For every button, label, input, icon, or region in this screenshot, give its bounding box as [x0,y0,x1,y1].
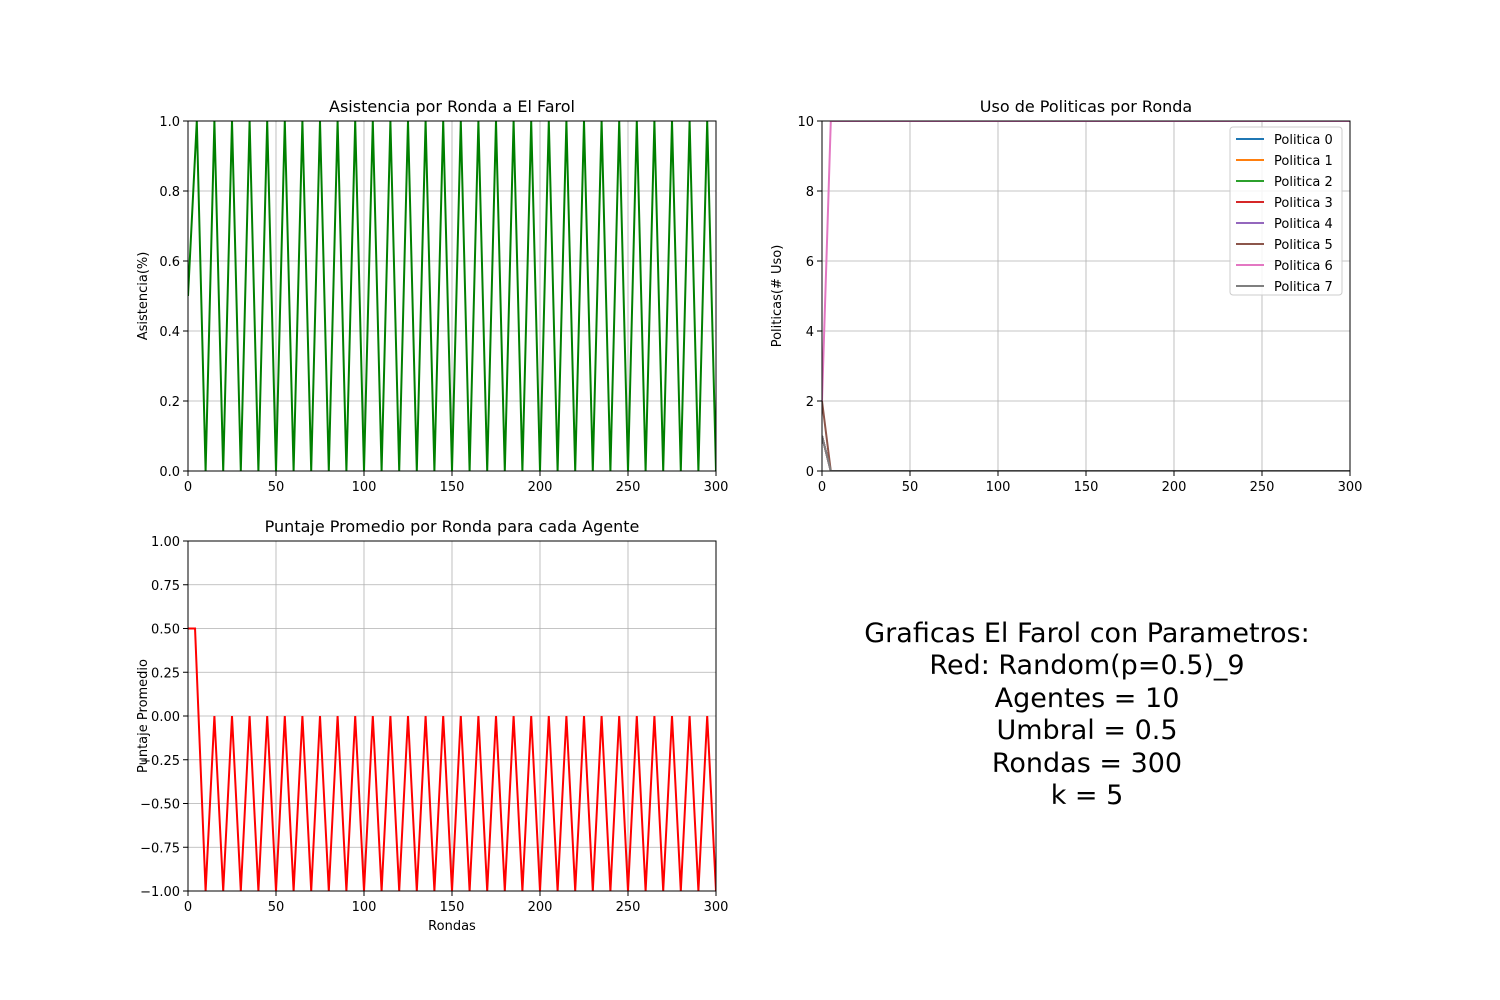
info-line: Rondas = 300 [992,748,1182,779]
y-tick-label: 0.6 [159,255,180,270]
y-tick-label: −0.50 [140,798,180,813]
legend-label: Politica 1 [1274,154,1333,169]
series-line [822,435,1350,471]
legend-label: Politica 4 [1274,217,1333,232]
x-tick-label: 250 [616,900,641,915]
info-line: Agentes = 10 [995,683,1180,714]
y-tick-label: 0 [806,465,814,480]
x-tick-label: 150 [1074,480,1099,495]
y-tick-label: 6 [806,255,814,270]
y-tick-label: 0.50 [151,623,180,638]
x-tick-label: 0 [184,900,192,915]
y-axis-label: Politicas(# Uso) [770,245,785,348]
y-tick-label: 0.8 [159,185,180,200]
y-tick-label: 0.00 [151,710,180,725]
chart-title: Asistencia por Ronda a El Farol [329,97,575,116]
chart-title: Uso de Politicas por Ronda [980,97,1192,116]
x-tick-label: 0 [818,480,826,495]
x-tick-label: 100 [352,480,377,495]
y-tick-label: −0.75 [140,841,180,856]
x-tick-label: 100 [986,480,1011,495]
info-line: Red: Random(p=0.5)_9 [929,650,1244,681]
attendance-chart: 0 50 100 150 200 250 300 0.0 0.2 0.4 0.6 0.8 1.0 Asis… [136,97,728,495]
legend-label: Politica 2 [1274,175,1333,190]
x-tick-label: 0 [184,480,192,495]
y-tick-label: 0.75 [151,579,180,594]
y-tick-label: 4 [806,325,814,340]
y-tick-label: 0.2 [159,395,180,410]
x-axis-label: Rondas [428,919,476,934]
legend-label: Politica 3 [1274,196,1333,211]
x-tick-label: 300 [704,480,729,495]
info-line: k = 5 [1051,780,1124,811]
y-tick-label: −1.00 [140,885,180,900]
x-tick-label: 250 [616,480,641,495]
legend-label: Politica 7 [1274,280,1333,295]
x-tick-label: 150 [440,900,465,915]
info-line: Graficas El Farol con Parametros: [864,618,1309,649]
y-tick-label: 2 [806,395,814,410]
x-tick-label: 200 [528,480,553,495]
y-tick-label: 8 [806,185,814,200]
info-line: Umbral = 0.5 [996,715,1177,746]
score-chart: 0 50 100 150 200 250 300 −1.00 −0.75 −0.50 −0.25 0.… [136,517,728,934]
x-tick-label: 50 [268,900,285,915]
y-tick-label: 0.0 [159,465,180,480]
legend-label: Politica 0 [1274,133,1333,148]
y-tick-label: 1.0 [159,115,180,130]
series-line [822,121,1350,402]
x-tick-label: 50 [902,480,919,495]
series-group [822,121,1350,471]
y-tick-label: 10 [797,115,814,130]
x-tick-label: 300 [1338,480,1363,495]
x-tick-label: 300 [704,900,729,915]
y-axis-label: Asistencia(%) [136,252,151,341]
parameters-text: Graficas El Farol con Parametros: Red: R… [864,618,1309,811]
x-tick-label: 150 [440,480,465,495]
x-tick-label: 250 [1250,480,1275,495]
x-tick-label: 50 [268,480,285,495]
chart-title: Puntaje Promedio por Ronda para cada Age… [265,517,640,536]
y-tick-label: −0.25 [140,754,180,769]
legend-label: Politica 5 [1274,238,1333,253]
x-tick-label: 200 [528,900,553,915]
y-tick-label: 0.4 [159,325,180,340]
x-tick-label: 100 [352,900,377,915]
y-axis-label: Puntaje Promedio [136,659,151,773]
series-line [822,400,1350,471]
legend: Politica 0 Politica 1 Politica 2 Politica 3… [1229,126,1343,296]
y-tick-label: 0.25 [151,666,180,681]
y-tick-label: 1.00 [151,535,180,550]
legend-frame [1229,126,1343,296]
legend-label: Politica 6 [1274,259,1333,274]
x-tick-label: 200 [1162,480,1187,495]
policy-usage-chart: 0 50 100 150 200 250 300 0 2 4 6 8 10 Uso de Politica… [770,97,1362,495]
